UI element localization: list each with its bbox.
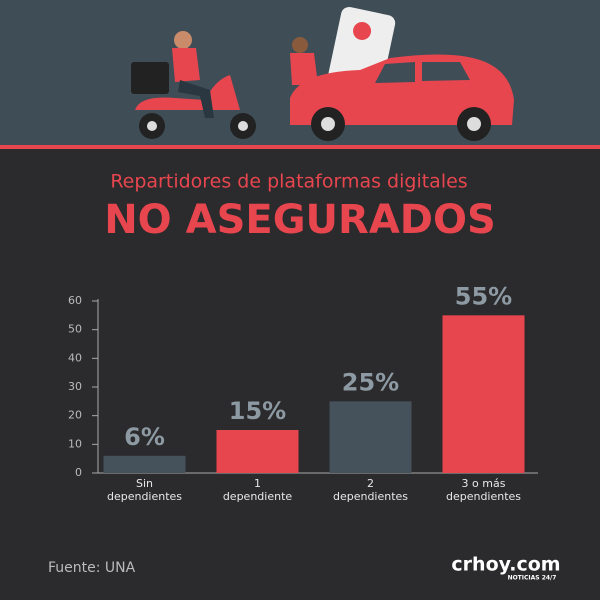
y-tick-label: 60	[68, 294, 82, 307]
x-tick-label: Sin dependientes	[106, 477, 183, 503]
y-tick-label: 20	[68, 409, 82, 422]
bar	[442, 315, 525, 473]
value-label: 15%	[229, 397, 286, 425]
bar	[216, 430, 299, 473]
logo: crhoy.com	[451, 554, 560, 576]
chart-title: Repartidores de plataformas digitales	[110, 171, 467, 193]
y-tick-label: 30	[68, 380, 82, 393]
y-tick-label: 40	[68, 351, 82, 364]
value-label: 55%	[455, 282, 512, 310]
bar	[103, 455, 186, 473]
y-tick-label: 10	[68, 437, 82, 450]
illustration	[131, 6, 514, 141]
logo-tagline: NOTICIAS 24/7	[508, 575, 557, 582]
y-tick-label: 0	[75, 466, 82, 479]
header-stripe	[0, 145, 600, 149]
x-tick-label: 3 o más dependientes	[445, 477, 522, 503]
x-tick-label: 2 dependientes	[332, 477, 409, 503]
x-tick-label: 1 dependiente	[222, 477, 293, 503]
source-note: Fuente: UNA	[48, 560, 136, 576]
value-label: 6%	[124, 423, 165, 451]
value-label: 25%	[342, 368, 399, 396]
y-tick-label: 50	[68, 323, 82, 336]
chart-subtitle: NO ASEGURADOS	[104, 197, 496, 243]
bar	[329, 401, 412, 473]
